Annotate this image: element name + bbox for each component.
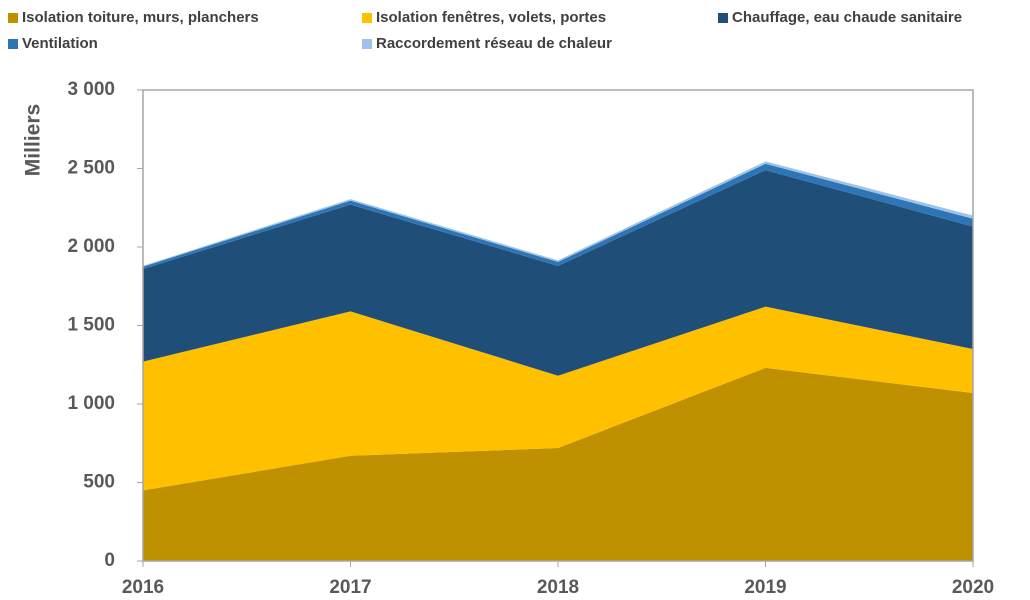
legend-swatch — [362, 39, 372, 49]
y-tick-label: 500 — [83, 472, 115, 493]
x-tick-label: 2017 — [329, 577, 371, 598]
legend-label: Chauffage, eau chaude sanitaire — [732, 9, 962, 26]
y-tick-label: 2 500 — [67, 158, 115, 179]
area — [143, 367, 973, 561]
x-tick-label: 2016 — [122, 577, 164, 598]
legend-swatch — [8, 13, 18, 23]
y-tick-label: 1 500 — [67, 315, 115, 336]
legend-label: Isolation toiture, murs, planchers — [22, 9, 259, 26]
x-tick-label: 2020 — [952, 577, 994, 598]
legend-swatch — [718, 13, 728, 23]
y-tick-label: 0 — [104, 550, 115, 571]
y-axis-label: Milliers — [22, 104, 45, 176]
x-tick-label: 2018 — [537, 577, 579, 598]
y-tick-label: 2 000 — [67, 236, 115, 257]
legend-swatch — [362, 13, 372, 23]
legend-swatch — [8, 39, 18, 49]
area — [143, 163, 973, 269]
area — [143, 170, 973, 376]
legend-label: Ventilation — [22, 35, 98, 52]
x-tick-label: 2019 — [744, 577, 786, 598]
y-tick-label: 3 000 — [67, 79, 115, 100]
y-tick-label: 1 000 — [67, 393, 115, 414]
legend-label: Raccordement réseau de chaleur — [376, 35, 612, 52]
legend-label: Isolation fenêtres, volets, portes — [376, 9, 606, 26]
area — [143, 306, 973, 491]
